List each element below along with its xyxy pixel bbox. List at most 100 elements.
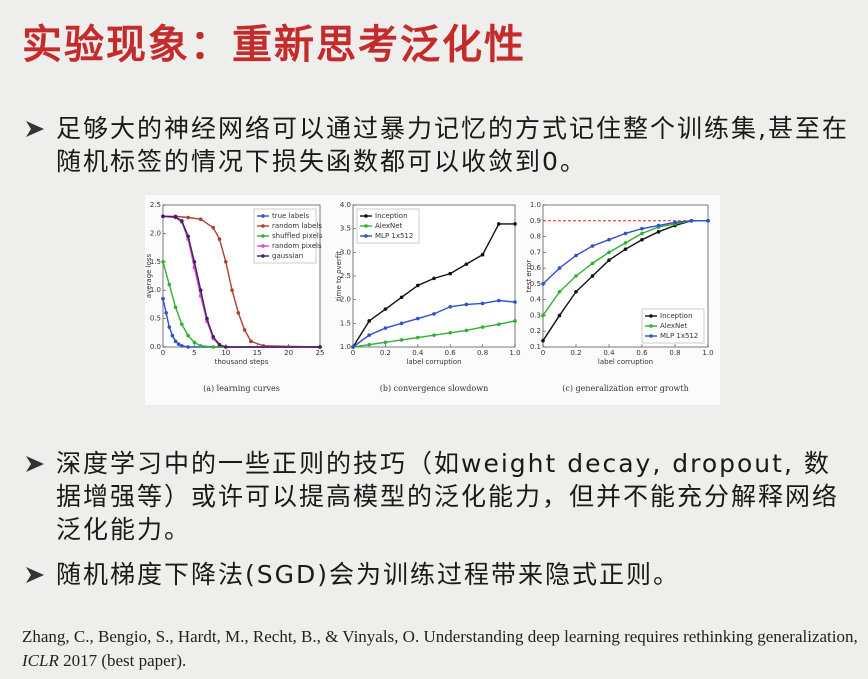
series-marker [513, 319, 517, 323]
legend-label: MLP 1x512 [660, 332, 698, 340]
y-tick-label: 1.0 [150, 286, 161, 294]
legend-label: AlexNet [375, 222, 403, 230]
series-marker [590, 261, 595, 266]
series-marker [590, 274, 595, 278]
legend-marker [364, 234, 368, 238]
series-marker [448, 331, 453, 335]
series-marker [640, 237, 644, 242]
legend-marker [649, 314, 653, 318]
legend-label: random pixels [272, 242, 322, 250]
series-marker [192, 340, 197, 345]
series-marker [167, 282, 172, 287]
caption: (a) learning curves [203, 384, 280, 393]
series-marker [211, 334, 216, 339]
series-marker [513, 300, 517, 304]
series-marker [351, 345, 355, 349]
series-marker [249, 339, 253, 344]
x-tick-label: 0.8 [669, 349, 680, 357]
series-marker [186, 234, 190, 239]
bullet-arrow [26, 567, 44, 583]
series-marker [173, 305, 178, 310]
caption: (c) generalization error growth [562, 384, 689, 393]
series-marker [211, 345, 216, 349]
legend-marker [261, 244, 265, 248]
legend-marker [649, 334, 653, 338]
series-marker [464, 328, 469, 333]
series-marker [607, 250, 611, 255]
series-marker [623, 241, 628, 245]
series-marker [640, 231, 644, 236]
series-marker [623, 231, 628, 236]
figure: 0 5 10 15 20 25 0.0 0.5 1.0 1.5 2.0 2.5 thousand ste… [145, 195, 720, 405]
legend-label: random labels [272, 222, 322, 230]
series-marker [448, 271, 453, 276]
series-marker [416, 335, 420, 340]
series-marker [198, 344, 203, 348]
slide-title: 实验现象：重新思考泛化性 [22, 21, 526, 68]
series-marker [230, 288, 234, 292]
series-marker [180, 219, 184, 223]
x-tick-label: 0.8 [477, 349, 488, 357]
series-marker [541, 338, 545, 343]
series-marker [480, 301, 485, 306]
series-marker [383, 340, 388, 345]
x-tick-label: 15 [253, 349, 262, 357]
series-marker [399, 295, 404, 300]
series-marker [656, 223, 661, 228]
series-marker [497, 298, 501, 303]
series-marker [623, 247, 628, 251]
legend-label: Inception [660, 312, 693, 320]
series-marker [541, 282, 545, 286]
legend-marker [261, 214, 265, 218]
series-marker [205, 316, 209, 321]
series-marker [480, 252, 485, 257]
series-marker [164, 311, 168, 315]
series-marker [161, 260, 165, 264]
series-marker [673, 220, 677, 225]
series-marker [557, 289, 562, 294]
x-tick-label: 0.6 [636, 349, 648, 357]
bullet-text: 随机梯度下降法(SGD)会为训练过程带来隐式正则。 [56, 560, 681, 589]
series-marker [432, 333, 436, 337]
series-marker [480, 325, 485, 329]
y-tick-label: 2.5 [150, 201, 161, 209]
y-tick-label: 0.2 [530, 327, 541, 335]
series-marker [574, 253, 578, 258]
citation-venue: ICLR [22, 651, 59, 670]
legend-marker [364, 224, 368, 228]
series-marker [173, 339, 178, 344]
x-tick-label: 5 [192, 349, 196, 357]
series-marker [497, 222, 501, 226]
x-tick-label: 0.6 [445, 349, 457, 357]
x-tick-label: 0.4 [603, 349, 615, 357]
series-marker [574, 289, 578, 294]
series-marker [217, 237, 222, 241]
legend-marker [261, 224, 265, 228]
x-tick-label: 0 [351, 349, 355, 357]
series-marker [590, 244, 595, 248]
y-tick-label: 1.5 [340, 319, 351, 327]
series-marker [180, 344, 184, 348]
series-marker [198, 288, 203, 292]
y-tick-label: 4.0 [340, 201, 351, 209]
series-marker [541, 313, 545, 318]
series-marker [192, 260, 197, 264]
series-marker [224, 345, 228, 349]
x-tick-label: 10 [221, 349, 230, 357]
series-marker [448, 304, 453, 309]
series-marker [180, 322, 184, 327]
series-marker [432, 312, 436, 316]
bullet-text: 足够大的神经网络可以通过暴力记忆的方式记住整个训练集,甚至在随机标签的情况下损失… [56, 114, 849, 176]
y-tick-label: 0.5 [150, 315, 161, 323]
y-tick-label: 0.0 [150, 343, 161, 351]
series-marker [224, 260, 228, 264]
citation: Zhang, C., Bengio, S., Hardt, M., Recht,… [22, 625, 862, 673]
legend-label: MLP 1x512 [375, 232, 413, 240]
series-marker [656, 230, 661, 234]
legend-label: true labels [272, 212, 310, 220]
legend-label: Inception [375, 212, 408, 220]
y-tick-label: 2.0 [150, 229, 161, 237]
x-axis-label: label corruption [598, 358, 653, 366]
y-axis-label: time to overfit [335, 251, 343, 301]
